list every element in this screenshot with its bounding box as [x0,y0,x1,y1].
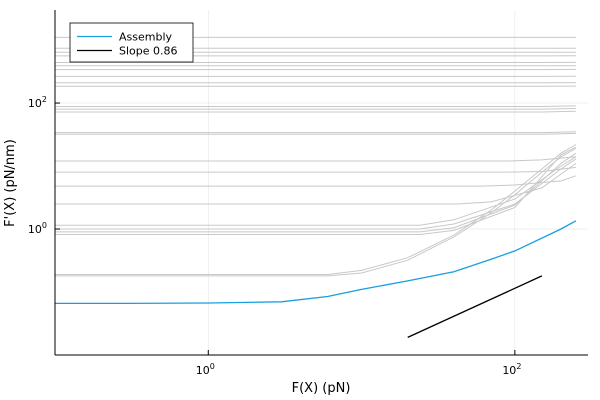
background-curve [55,162,577,205]
y-axis-label: F'(X) (pN/nm) [3,139,18,227]
background-curve [55,146,577,235]
legend-label-assembly: Assembly [119,31,173,44]
background-curve [55,105,576,107]
ticks: 100 102 100 102 [28,95,522,377]
legend-box [69,22,194,63]
y-tick-label: 100 [28,221,47,236]
series-line-assembly [55,220,577,305]
background-curve [55,132,576,135]
background-curve [55,156,577,226]
background-curve [55,110,576,113]
background-curve [55,108,576,110]
x-tick-label: 100 [196,362,215,377]
legend-label-slope: Slope 0.86 [119,45,178,58]
x-tick-label: 102 [502,362,521,377]
background-curves [55,36,577,277]
y-tick-label: 102 [28,95,47,110]
series-group [55,220,577,338]
background-curve [55,144,577,275]
background-curve [55,156,576,162]
axes [54,10,588,356]
legend: Assembly Slope 0.86 [69,22,194,63]
background-curve [55,148,577,277]
background-curve [55,166,576,173]
background-curve [55,175,577,187]
background-curve [55,131,576,134]
x-axis-label: F(X) (pN) [292,381,351,396]
series-line-slope [407,275,543,338]
background-curve [55,158,577,230]
background-curve [55,152,577,233]
